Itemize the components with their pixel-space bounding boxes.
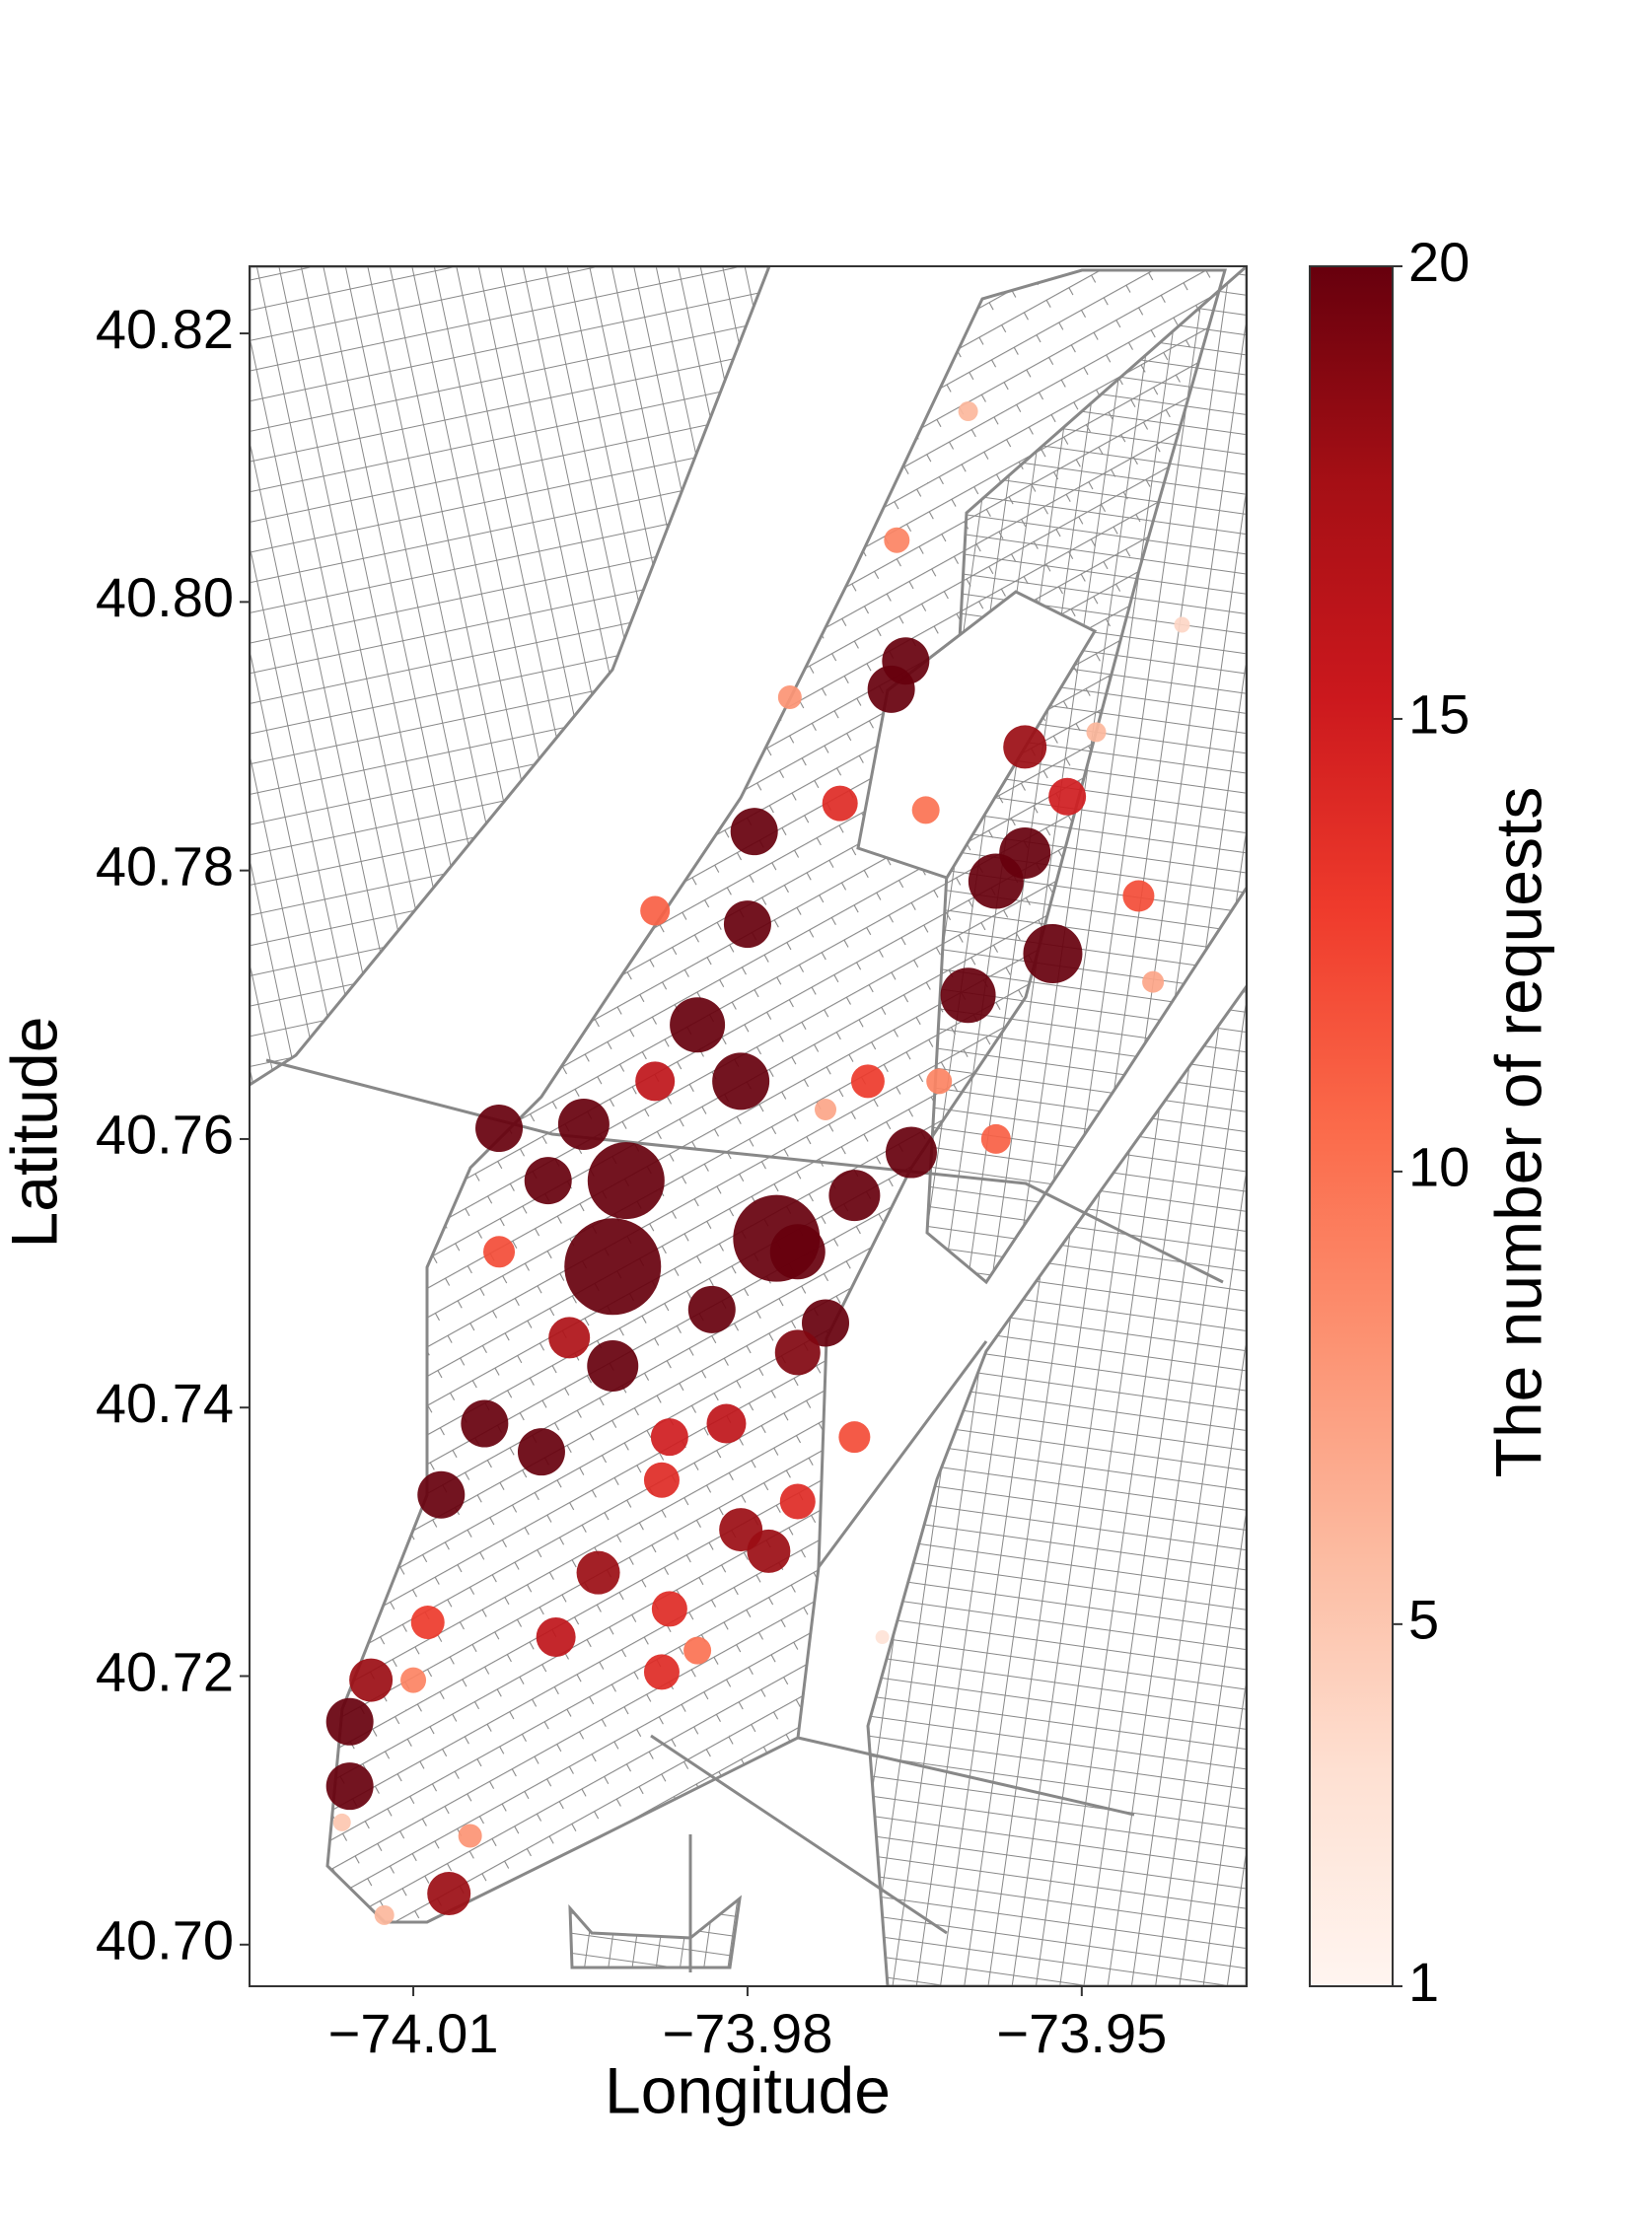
request-point [643,1462,680,1498]
colorbar-tick-label: 1 [1408,1951,1439,2013]
request-point [706,1403,747,1444]
request-point [475,1105,524,1153]
y-axis-label: Latitude [0,1017,70,1249]
request-point [828,1170,881,1222]
colorbar-tick-label: 15 [1408,683,1470,746]
request-point [730,808,778,856]
request-point [769,1224,826,1280]
y-tick-label: 40.72 [96,1640,234,1702]
request-point [461,1399,509,1448]
request-point [417,1470,466,1519]
request-point [777,685,802,710]
request-point [911,796,940,824]
x-tick-label: −74.01 [328,2002,499,2064]
request-point [723,900,771,949]
x-tick-label: −73.98 [663,2002,833,2064]
request-point [670,997,726,1053]
request-point [564,1218,662,1316]
colorbar-tick-label: 20 [1408,231,1470,293]
request-point [458,1824,482,1848]
request-point [712,1052,770,1110]
request-point [548,1317,591,1359]
y-tick-label: 40.82 [96,298,234,360]
points [325,401,1190,1925]
request-point [683,1636,712,1665]
request-point [884,527,910,553]
request-point [427,1872,471,1916]
y-tick-label: 40.74 [96,1372,234,1434]
request-point [885,1126,937,1179]
request-point [1003,725,1047,769]
x-tick-label: −73.95 [996,2002,1167,2064]
request-point [650,1418,688,1457]
request-point [536,1617,576,1658]
request-point [643,1654,680,1690]
request-point [875,1630,890,1645]
request-point [332,1813,351,1831]
request-point [1048,777,1087,816]
request-point [635,1061,676,1102]
request-point [774,1329,821,1376]
streets-nj [250,266,771,1087]
colorbar-tick-label: 5 [1408,1589,1439,1651]
colorbar-tick-label: 10 [1408,1136,1470,1198]
y-tick-label: 40.76 [96,1104,234,1166]
highways [265,1058,1224,1972]
request-point [576,1550,620,1595]
request-point [926,1068,953,1095]
request-point [802,1299,850,1347]
request-point [815,1098,837,1120]
streets-brooklyn [866,983,1247,1986]
request-point [517,1428,565,1476]
request-point [1174,616,1190,633]
x-axis-label: Longitude [605,2053,891,2126]
request-point [940,967,996,1024]
request-point [410,1606,445,1640]
request-point [1122,880,1155,912]
y-tick-label: 40.78 [96,834,234,896]
request-point [374,1904,395,1925]
request-point [867,665,915,713]
colorbar-label: The number of requests [1481,787,1554,1478]
request-point [651,1591,687,1627]
request-point [687,1285,736,1333]
request-point [1023,924,1083,984]
request-point [838,1421,871,1454]
request-point [557,1098,610,1150]
request-point [587,1340,639,1393]
request-point [587,1142,665,1220]
colorbar [1309,265,1394,1987]
request-point [640,895,671,926]
request-point [999,826,1051,879]
request-point [1142,970,1165,993]
request-point [400,1667,427,1693]
request-point [822,785,858,822]
request-point [958,401,978,422]
request-point [325,1762,374,1811]
y-tick-label: 40.80 [96,566,234,628]
street-map [250,266,1247,1986]
streets-jersey-city [568,1895,743,1969]
request-point [325,1697,374,1746]
request-point [980,1123,1011,1154]
request-point [524,1157,572,1205]
request-point [483,1236,516,1268]
request-point [779,1483,816,1520]
request-point [719,1508,763,1552]
y-tick-label: 40.70 [96,1909,234,1971]
request-point [850,1064,885,1099]
request-point [349,1658,394,1702]
request-point [1086,722,1107,743]
